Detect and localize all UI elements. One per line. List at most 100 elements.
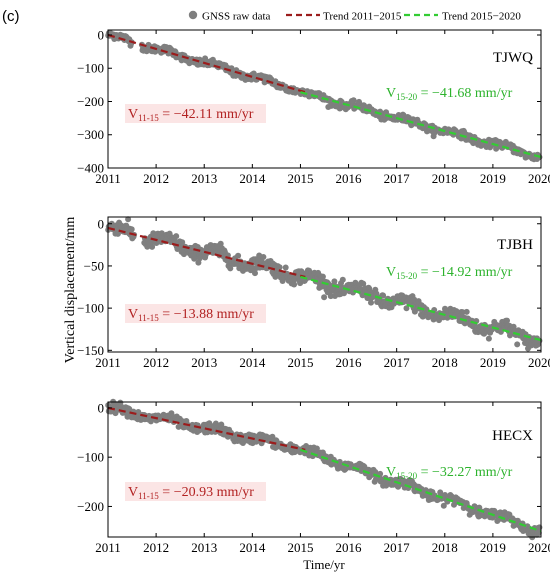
x-tick-label: 2015 <box>287 171 313 186</box>
data-point <box>313 445 320 452</box>
x-tick-label: 2019 <box>480 540 506 555</box>
x-tick-label: 2015 <box>287 540 313 555</box>
y-tick-label: −400 <box>77 161 104 176</box>
data-point <box>276 264 283 271</box>
x-tick-label: 2013 <box>191 540 217 555</box>
x-tick-label: 2020 <box>528 171 550 186</box>
x-tick-label: 2014 <box>239 171 266 186</box>
trend-line-2015-2020 <box>300 275 542 342</box>
velocity-text: V11-15 = −42.11 mm/yr <box>128 107 254 123</box>
x-tick-label: 2018 <box>432 171 458 186</box>
data-point <box>403 305 410 312</box>
x-tick-label: 2012 <box>143 171 169 186</box>
data-point <box>291 281 298 288</box>
data-point <box>128 226 135 233</box>
velocity-text: V11-15 = −20.93 mm/yr <box>128 485 254 501</box>
y-tick-label: −300 <box>77 127 104 142</box>
data-point <box>360 280 367 287</box>
y-tick-label: −100 <box>77 61 104 76</box>
velocity-label-2011-2015: V11-15 = −20.93 mm/yr <box>125 482 266 501</box>
trend-line-2015-2020 <box>300 91 542 159</box>
velocity-label-2011-2015: V11-15 = −13.88 mm/yr <box>125 304 266 323</box>
x-tick-label: 2020 <box>528 540 550 555</box>
x-tick-label: 2018 <box>432 540 458 555</box>
x-tick-label: 2016 <box>336 171 363 186</box>
data-point <box>179 239 186 246</box>
velocity-label-bg <box>125 304 266 323</box>
x-tick-label: 2019 <box>480 171 506 186</box>
x-tick-label: 2011 <box>95 171 121 186</box>
data-point <box>217 240 224 247</box>
data-point <box>282 264 289 271</box>
x-tick-label: 2015 <box>287 355 313 370</box>
panel-label: (c) <box>2 8 20 25</box>
data-point <box>350 97 357 104</box>
data-point <box>339 276 346 283</box>
data-point <box>227 265 234 272</box>
data-point <box>368 299 374 306</box>
velocity-label-bg <box>125 482 266 501</box>
y-tick-label: −50 <box>84 258 104 273</box>
trend-line-2011-2015 <box>107 33 306 94</box>
data-point <box>125 216 132 223</box>
legend-label-2: Trend 2015−2020 <box>442 11 521 23</box>
data-point <box>463 308 470 315</box>
x-tick-label: 2020 <box>528 355 550 370</box>
velocity-label-2015-2020: V15-20 = −14.92 mm/yr <box>386 265 513 281</box>
velocity-label-bg <box>125 104 266 123</box>
y-tick-label: −200 <box>77 499 104 514</box>
data-point <box>440 502 447 509</box>
x-tick-label: 2018 <box>432 355 458 370</box>
data-point <box>380 292 387 299</box>
data-point <box>504 317 510 324</box>
data-point <box>507 332 513 339</box>
y-tick-label: −100 <box>77 450 104 465</box>
station-label: TJWQ <box>493 50 533 66</box>
x-tick-label: 2011 <box>95 355 121 370</box>
panel-hecx: 2011 2012 2013 2014 2015 2016 2017 2018 2019 202 0… <box>77 398 550 555</box>
y-tick-label: 0 <box>98 27 105 42</box>
legend-label-1: Trend 2011−2015 <box>323 11 402 23</box>
data-point <box>135 409 142 415</box>
x-tick-label: 2013 <box>191 171 217 186</box>
panels: 2011 2012 2013 2014 2015 2016 2017 2018 2019 202 0… <box>77 27 550 555</box>
legend: GNSS raw data Trend 2011−2015 Trend 2015−2… <box>188 10 521 23</box>
x-tick-label: 2014 <box>239 355 266 370</box>
x-tick-label: 2017 <box>384 355 411 370</box>
x-tick-label: 2017 <box>384 171 411 186</box>
trend-line-2011-2015 <box>107 226 306 278</box>
data-point <box>485 335 492 342</box>
data-point <box>514 341 521 348</box>
x-tick-label: 2017 <box>384 540 411 555</box>
data-point <box>497 328 504 335</box>
data-point <box>114 230 121 237</box>
data-point <box>149 243 156 250</box>
axes-frame <box>107 401 542 538</box>
y-tick-label: 0 <box>98 400 105 415</box>
velocity-label-2015-2020: V15-20 = −32.27 mm/yr <box>386 465 513 481</box>
station-label: HECX <box>492 428 533 444</box>
y-axis-label: Vertical displacement/mm <box>63 217 78 364</box>
velocity-label-2011-2015: V11-15 = −42.11 mm/yr <box>125 104 266 123</box>
y-tick-label: 0 <box>98 216 105 231</box>
legend-marker-raw <box>188 10 198 20</box>
data-point <box>319 273 326 280</box>
data-point <box>235 252 242 259</box>
legend-label-0: GNSS raw data <box>202 11 271 23</box>
x-tick-label: 2016 <box>336 540 363 555</box>
station-label: TJBH <box>497 237 533 253</box>
velocity-label-2015-2020: V15-20 = −41.68 mm/yr <box>386 86 513 102</box>
axes-frame <box>107 29 542 169</box>
trend-line-2015-2020 <box>300 448 542 533</box>
x-tick-label: 2012 <box>143 355 169 370</box>
axes-frame <box>107 216 542 353</box>
x-tick-label: 2012 <box>143 540 169 555</box>
x-tick-label: 2019 <box>480 355 506 370</box>
x-tick-label: 2014 <box>239 540 266 555</box>
data-point <box>173 233 180 240</box>
x-axis-label: Time/yr <box>303 557 345 572</box>
y-tick-label: −100 <box>77 301 104 316</box>
y-tick-label: −150 <box>77 343 104 358</box>
panel-tjwq: 2011 2012 2013 2014 2015 2016 2017 2018 2019 202 0… <box>77 27 550 186</box>
